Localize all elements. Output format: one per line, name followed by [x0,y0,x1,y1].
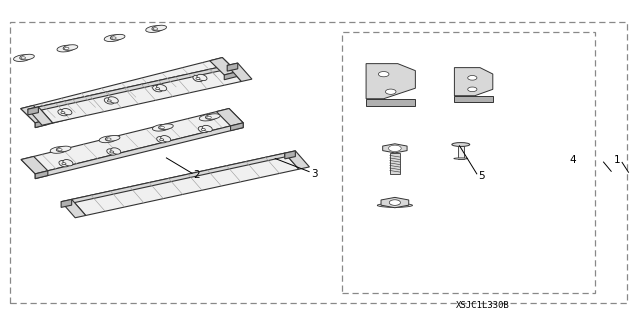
Circle shape [107,138,111,140]
Circle shape [108,100,111,102]
Ellipse shape [152,85,163,92]
Polygon shape [21,156,48,174]
Ellipse shape [198,126,208,133]
Polygon shape [366,99,415,106]
Bar [390,153,400,174]
Polygon shape [28,107,38,115]
Polygon shape [227,63,252,81]
Polygon shape [454,68,493,96]
Polygon shape [224,72,237,80]
Text: 5: 5 [478,171,484,182]
Polygon shape [72,153,299,215]
Circle shape [389,200,401,205]
Ellipse shape [63,45,78,50]
Polygon shape [35,72,237,128]
Polygon shape [381,197,409,208]
Circle shape [109,151,114,153]
Circle shape [159,139,164,141]
Ellipse shape [59,160,69,167]
Polygon shape [61,199,86,218]
Ellipse shape [56,146,71,152]
Polygon shape [20,57,237,123]
Ellipse shape [57,45,74,52]
Ellipse shape [20,54,35,60]
Text: 3: 3 [311,168,317,179]
Ellipse shape [152,124,170,131]
Ellipse shape [378,204,413,207]
Polygon shape [285,151,309,169]
Bar [342,32,595,293]
Ellipse shape [152,25,166,31]
Circle shape [160,126,164,129]
Circle shape [111,37,116,39]
Polygon shape [230,123,243,131]
Circle shape [62,163,66,165]
Circle shape [468,87,477,92]
Polygon shape [35,123,243,179]
Circle shape [385,89,396,94]
Ellipse shape [157,85,166,91]
Circle shape [21,57,26,59]
Circle shape [156,88,159,90]
Ellipse shape [62,108,72,115]
Text: 1: 1 [614,155,620,166]
Polygon shape [285,151,296,159]
Polygon shape [383,144,407,153]
Polygon shape [210,57,237,75]
Polygon shape [72,153,285,203]
Circle shape [468,76,477,80]
Circle shape [58,149,62,151]
Ellipse shape [454,158,468,159]
Ellipse shape [193,75,203,82]
Ellipse shape [452,143,470,146]
Circle shape [201,129,205,130]
Ellipse shape [58,109,68,116]
Polygon shape [61,199,72,207]
Ellipse shape [199,114,217,121]
Ellipse shape [110,34,125,40]
Circle shape [378,71,389,77]
Ellipse shape [205,114,220,119]
Circle shape [207,116,211,118]
Polygon shape [28,107,52,125]
Circle shape [65,47,69,49]
Circle shape [196,78,200,79]
Ellipse shape [50,147,68,153]
Text: 2: 2 [193,170,200,180]
Polygon shape [35,120,48,128]
Polygon shape [21,108,243,174]
Ellipse shape [146,26,163,33]
Ellipse shape [13,55,31,62]
Ellipse shape [159,124,173,130]
Ellipse shape [197,74,207,81]
Ellipse shape [104,35,122,41]
Polygon shape [216,108,243,126]
Ellipse shape [107,149,116,155]
Text: XSJC1L330B: XSJC1L330B [456,301,510,310]
Circle shape [61,112,65,114]
Polygon shape [366,64,415,99]
Ellipse shape [99,136,116,143]
Ellipse shape [106,136,120,141]
Ellipse shape [111,148,121,154]
Polygon shape [35,171,48,179]
Bar [458,146,464,159]
Ellipse shape [202,125,212,132]
Text: 4: 4 [570,155,576,166]
Polygon shape [227,63,237,71]
Ellipse shape [104,98,115,104]
Polygon shape [20,105,48,123]
Ellipse shape [108,97,118,103]
Ellipse shape [157,137,166,143]
Polygon shape [454,96,493,102]
Bar [10,22,627,303]
Polygon shape [38,65,227,111]
Circle shape [388,145,401,152]
Circle shape [153,28,157,30]
Ellipse shape [63,160,73,166]
Polygon shape [38,65,241,123]
Ellipse shape [161,136,171,142]
